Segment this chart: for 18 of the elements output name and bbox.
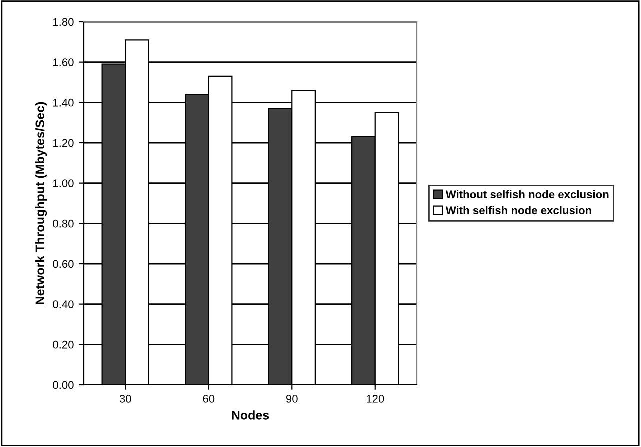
- y-tick-label: 0.80: [53, 220, 74, 228]
- legend-label: With selfish node exclusion: [446, 206, 592, 214]
- y-axis-title: Network Throughput (Mbytes/Sec): [35, 102, 48, 304]
- y-tick-label: 0.60: [53, 260, 74, 268]
- y-tick-label: 0.40: [53, 300, 74, 308]
- y-tick-label: 1.60: [54, 58, 74, 66]
- x-tick-label: 30: [120, 395, 132, 403]
- y-tick-label: 0.20: [53, 340, 74, 349]
- y-tick-label: 1.80: [54, 18, 74, 26]
- x-axis-title: Nodes: [232, 410, 270, 420]
- y-tick-label: 0.00: [53, 381, 74, 390]
- x-tick-label: 120: [366, 395, 384, 403]
- x-tick-label: 60: [203, 395, 215, 403]
- x-tick-label: 90: [286, 395, 298, 403]
- y-tick-label: 1.00: [54, 180, 74, 188]
- y-tick-label: 1.20: [54, 139, 74, 148]
- legend-label: Without selfish node exclusion: [446, 190, 609, 199]
- y-tick-label: 1.40: [54, 98, 74, 107]
